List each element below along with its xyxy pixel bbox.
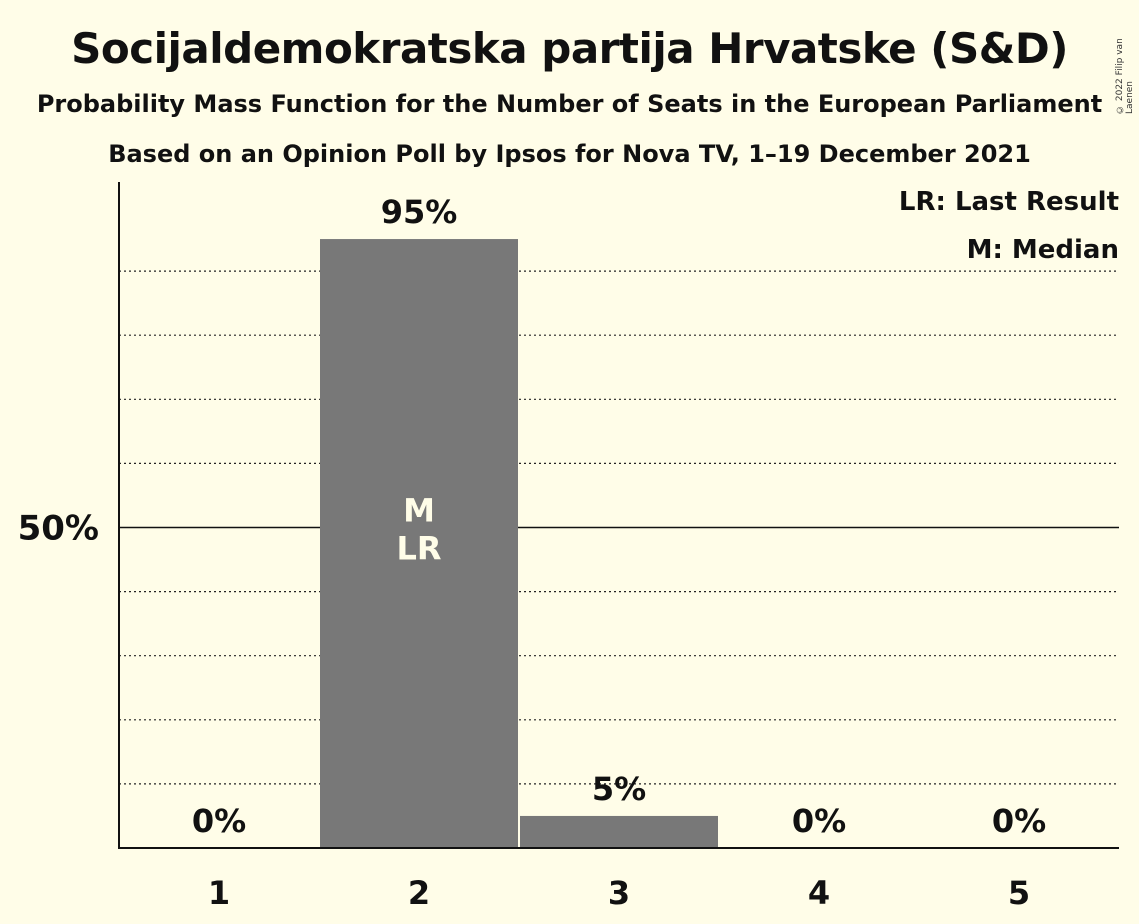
chart-subtitle: Probability Mass Function for the Number… (36, 90, 1103, 118)
bar-value-label: 0% (792, 802, 846, 840)
bar-value-label: 0% (192, 802, 246, 840)
legend-entry: LR: Last Result (899, 187, 1119, 217)
bar-value-label: 0% (992, 802, 1046, 840)
bar-value-label: 5% (592, 770, 646, 808)
legend-entry: M: Median (967, 235, 1119, 265)
x-tick-label: 3 (608, 874, 630, 912)
chart-title: Socijaldemokratska partija Hrvatske (S&D… (71, 24, 1068, 73)
bar-value-label: 95% (381, 193, 458, 231)
x-tick-label: 4 (808, 874, 830, 912)
bar (320, 239, 518, 849)
x-tick-label: 5 (1008, 874, 1030, 912)
bar (520, 815, 718, 848)
x-tick-label: 1 (208, 874, 230, 912)
bar-marker-label: M (403, 492, 435, 530)
bar-marker-label: LR (396, 530, 441, 568)
y-tick-label: 50% (18, 509, 99, 549)
x-tick-label: 2 (408, 874, 430, 912)
chart-subtitle-source: Based on an Opinion Poll by Ipsos for No… (108, 140, 1031, 168)
